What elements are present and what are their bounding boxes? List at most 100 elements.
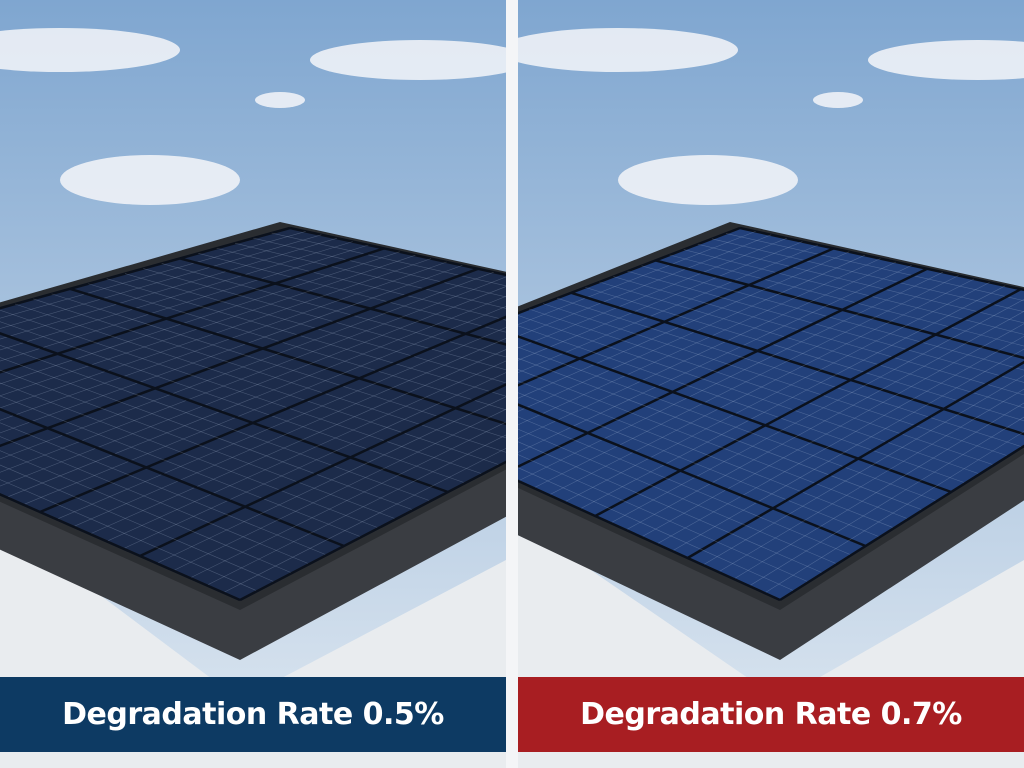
panel-line — [0, 493, 241, 602]
panel-line — [542, 303, 1009, 457]
panel-line — [0, 254, 416, 397]
panel-line — [73, 338, 506, 527]
panel-line — [223, 447, 506, 593]
panel-line — [0, 422, 327, 556]
panel-line — [0, 321, 466, 484]
panel-line — [14, 303, 501, 466]
panel-line — [697, 243, 1024, 324]
panel-line — [557, 297, 1023, 448]
panel-line — [39, 315, 506, 514]
panel-line — [518, 403, 867, 548]
panel-line — [749, 416, 1024, 587]
panel-line — [216, 247, 506, 321]
panel-line — [570, 291, 1024, 436]
panel-line — [518, 234, 772, 337]
panel-line — [253, 237, 506, 298]
panel-line — [0, 309, 483, 475]
panel-line — [533, 275, 959, 489]
degradation-label-right: Degradation Rate 0.7% — [518, 677, 1024, 752]
cloud — [0, 28, 180, 72]
panel-line — [0, 237, 338, 340]
panel-line — [518, 380, 895, 529]
panel-line — [518, 241, 803, 361]
right-image-panel: Degradation Rate 0.7% — [518, 0, 1024, 768]
panel-line — [518, 454, 809, 583]
panel-line — [518, 315, 980, 475]
panel-line — [585, 287, 1024, 422]
panel-line — [0, 265, 463, 434]
panel-line — [518, 258, 881, 426]
panel-line — [733, 402, 1024, 580]
panel-line — [6, 296, 506, 498]
panel-line — [641, 265, 1024, 371]
cloud — [255, 92, 305, 108]
panel-line — [518, 244, 819, 373]
panel-line — [0, 479, 258, 592]
panel-line — [725, 233, 1024, 301]
panel-line — [518, 267, 928, 469]
solar-array — [518, 228, 1024, 600]
panel-line — [672, 348, 1024, 552]
panel-line — [528, 308, 995, 466]
panel-line — [0, 247, 385, 374]
panel-line — [564, 282, 990, 503]
panel-line — [23, 306, 506, 505]
solar-roof-image-right — [518, 0, 1024, 768]
panel-line — [579, 285, 1006, 510]
panel-line — [189, 421, 506, 579]
cloud — [868, 40, 1024, 80]
cloud — [310, 40, 506, 80]
panel-line — [702, 375, 1024, 566]
panel-line — [518, 261, 897, 439]
cloud — [518, 28, 738, 72]
panel-line — [711, 238, 1024, 313]
left-image-panel: Degradation Rate 0.5% — [0, 0, 506, 768]
panel-line — [0, 258, 432, 409]
panel-line — [518, 237, 787, 349]
cloud — [813, 92, 863, 108]
panel-line — [518, 441, 823, 574]
panel-line — [0, 407, 345, 548]
panel-line — [289, 226, 506, 277]
panel-line — [89, 349, 506, 535]
panel-line — [0, 251, 400, 385]
degradation-label-left: Degradation Rate 0.5% — [0, 677, 506, 752]
panel-line — [143, 268, 506, 371]
panel-line — [518, 254, 865, 412]
roof-edge — [518, 446, 1024, 660]
panel-line — [518, 231, 756, 325]
panel-line — [124, 273, 506, 384]
panel-line — [739, 226, 1024, 292]
panel-line — [641, 323, 1024, 538]
panel-line — [518, 479, 781, 602]
panel-line — [764, 431, 1024, 594]
panel-line — [518, 467, 795, 592]
panel-line — [206, 434, 506, 586]
panel-line — [779, 444, 1024, 602]
cloud — [60, 155, 240, 205]
panel-line — [0, 261, 447, 421]
panel-line — [33, 298, 506, 453]
panel-line — [106, 360, 506, 542]
roof-edge — [0, 461, 506, 660]
panel-line — [56, 327, 506, 520]
solar-roof-image-left — [0, 0, 506, 768]
panel-line — [627, 270, 1024, 383]
panel-line — [156, 396, 506, 564]
panel-line — [683, 249, 1024, 335]
panel-line — [655, 259, 1024, 360]
panel-line — [239, 460, 506, 602]
panel-line — [518, 335, 952, 494]
panel-line — [51, 293, 506, 439]
panel-line — [518, 226, 741, 315]
panel-line — [656, 335, 1024, 545]
panel-line — [0, 395, 362, 538]
panel-line — [669, 254, 1024, 347]
panel-line — [271, 232, 506, 287]
panel-line — [0, 382, 379, 529]
panel-line — [718, 388, 1024, 573]
panel-line — [599, 281, 1024, 409]
panel-line — [106, 278, 506, 397]
panel-line — [518, 357, 923, 511]
panel-line — [518, 271, 943, 482]
